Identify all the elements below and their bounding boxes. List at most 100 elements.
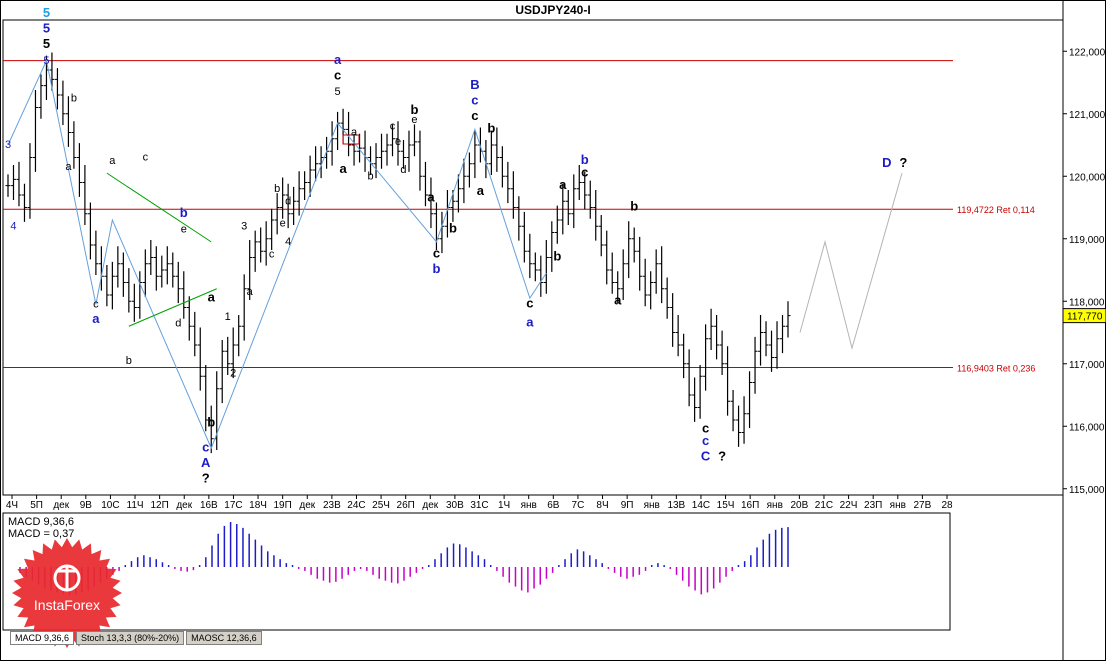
wave-label: 4 [10, 220, 16, 232]
wave-label: c [471, 108, 478, 123]
y-tick-label: 118,000 [1069, 297, 1105, 308]
chart-title: USDJPY240-I [515, 3, 590, 17]
tab-maosc[interactable]: MAOSC 12,36,6 [186, 631, 262, 645]
wave-label: b [553, 249, 561, 264]
wave-label: b [411, 102, 419, 117]
x-tick-label: 8Ч [596, 500, 608, 511]
x-tick-label: 21С [815, 500, 833, 511]
tab-stoch[interactable]: Stoch 13,3,3 (80%-20%) [76, 631, 185, 645]
wave-label: b [581, 152, 589, 167]
x-tick-label: янв [890, 500, 906, 511]
x-tick-label: 5П [30, 500, 43, 511]
wave-label: C [701, 449, 711, 464]
wave-label: 5 [43, 21, 50, 36]
wave-label: b [449, 221, 457, 236]
wave-label: b [367, 170, 373, 182]
wave-label: 5 [43, 55, 49, 67]
wave-label: c [390, 120, 396, 132]
wave-label: ? [202, 471, 210, 486]
level-label: 116,9403 Ret 0,236 [957, 363, 1035, 373]
x-tick-label: 9П [621, 500, 634, 511]
wave-label: a [92, 311, 100, 326]
wave-label: a [247, 286, 254, 298]
x-tick-label: 12П [150, 500, 168, 511]
wave-label: 1 [225, 311, 231, 323]
x-tick-label: 11Ч [127, 500, 144, 511]
x-tick-label: 28 [941, 500, 953, 511]
x-tick-label: 9В [80, 500, 93, 511]
x-tick-label: 25Ч [372, 500, 390, 511]
wave-label: 4 [285, 236, 291, 248]
wave-label: e [181, 224, 187, 236]
wave-label: b [207, 414, 215, 429]
wave-label: c [143, 152, 149, 164]
wave-label: 3 [5, 139, 11, 151]
x-tick-label: 4Ч [6, 500, 18, 511]
wave-label: a [526, 314, 534, 329]
wave-label: c [202, 439, 209, 454]
tab-macd[interactable]: MACD 9,36,6 [10, 631, 75, 645]
x-tick-label: 23В [323, 500, 341, 511]
wave-label: b [432, 261, 440, 276]
x-tick-label: 18Ч [249, 500, 267, 511]
x-tick-label: 26П [397, 500, 415, 511]
indicator-tabs: MACD 9,36,6 Stoch 13,3,3 (80%-20%) MAOSC… [10, 631, 264, 645]
wave-label: d [400, 164, 406, 176]
wave-label: 2 [230, 367, 236, 379]
wave-label: b [630, 199, 638, 214]
wave-label: a [109, 155, 116, 167]
forecast-path [799, 172, 903, 351]
x-tick-label: 27В [913, 500, 931, 511]
y-tick-label: 122,000 [1069, 47, 1106, 58]
x-tick-label: дек [53, 500, 69, 511]
wave-label: a [65, 161, 72, 173]
wave-label: D [882, 155, 891, 170]
logo-badge [12, 538, 122, 648]
x-tick-label: 23П [864, 500, 882, 511]
wave-label: c [702, 433, 709, 448]
x-tick-label: 14С [692, 500, 710, 511]
y-tick-label: 121,000 [1069, 110, 1106, 121]
x-tick-label: дек [176, 500, 192, 511]
wave-label: a [614, 292, 622, 307]
wave-label: c [93, 299, 99, 311]
wave-label: c [334, 67, 341, 82]
wave-label: a [339, 161, 347, 176]
level-label: 119,4722 Ret 0,114 [957, 205, 1035, 215]
wave-label: a [427, 189, 435, 204]
x-tick-label: 20В [790, 500, 808, 511]
x-tick-label: 31С [470, 500, 488, 511]
wave-label: d [175, 317, 181, 329]
logo-text: InstaForex [34, 597, 100, 613]
wave-label: A [201, 455, 211, 470]
wave-path [7, 59, 547, 450]
last-price-tag [1062, 308, 1106, 324]
wave-label: b [126, 355, 132, 367]
wave-label: a [559, 177, 567, 192]
wave-label: c [269, 249, 275, 261]
wave-label: B [470, 77, 479, 92]
x-tick-label: 15Ч [717, 500, 735, 511]
wave-label: 5 [43, 5, 50, 20]
x-tick-label: дек [299, 500, 315, 511]
triangle-lower [128, 288, 217, 327]
x-tick-label: 6В [547, 500, 560, 511]
wave-label: ? [718, 449, 726, 464]
wave-label: b [274, 183, 280, 195]
x-tick-label: 22Ч [840, 500, 858, 511]
macd-pane-frame [2, 512, 951, 631]
wave-label: d [285, 195, 291, 207]
triangle-upper [106, 172, 212, 243]
wave-label: 3 [241, 220, 247, 232]
wave-label: a [351, 127, 358, 139]
macd-label-value: MACD = 0,37 [8, 528, 74, 540]
x-tick-label: янв [644, 500, 660, 511]
wave-label: e [395, 136, 401, 148]
wave-label: b [180, 205, 188, 220]
wave-label: a [334, 52, 342, 67]
x-tick-label: 10С [101, 500, 119, 511]
